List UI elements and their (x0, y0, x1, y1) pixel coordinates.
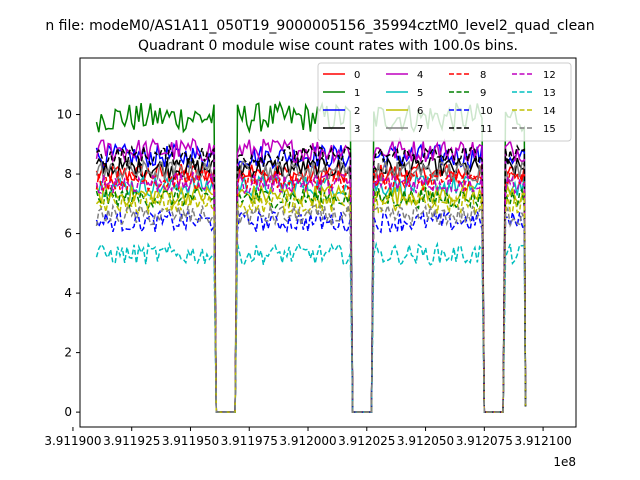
y-tick-label: 0 (64, 405, 72, 419)
y-tick-label: 8 (64, 167, 72, 181)
x-tick-label: 3.912000 (279, 434, 336, 448)
series-line-10 (95, 209, 527, 413)
x-tick-label: 3.911975 (221, 434, 278, 448)
y-tick-label: 4 (64, 286, 72, 300)
x-offset-label: 1e8 (553, 455, 576, 469)
series-line-12 (95, 170, 527, 413)
y-tick-label: 10 (57, 108, 72, 122)
legend-label-5: 5 (417, 88, 423, 99)
legend-label-7: 7 (417, 124, 423, 135)
axes-frame (79, 57, 577, 428)
x-tick-label: 3.911925 (103, 434, 160, 448)
legend-label-9: 9 (480, 88, 486, 99)
legend-label-8: 8 (480, 70, 486, 81)
legend-label-11: 11 (480, 124, 493, 135)
legend-label-12: 12 (543, 70, 556, 81)
legend-label-14: 14 (543, 106, 556, 117)
y-axis: 0 2 4 6 8 10 (57, 108, 80, 419)
series-line-6 (95, 182, 527, 413)
y-tick-label: 6 (64, 227, 72, 241)
legend-label-13: 13 (543, 88, 556, 99)
series-line-13 (95, 241, 527, 413)
x-tick-label: 3.912050 (397, 434, 454, 448)
figure-suptitle: n file: modeM0/AS1A11_050T19_9000005156_… (45, 18, 594, 34)
y-tick-label: 2 (64, 346, 72, 360)
legend-box (317, 62, 572, 142)
legend-label-3: 3 (354, 124, 360, 135)
x-tick-label: 3.911900 (44, 434, 101, 448)
legend-label-1: 1 (354, 88, 360, 99)
series-line-11 (95, 143, 527, 413)
legend-label-0: 0 (354, 70, 360, 81)
series-line-15 (95, 203, 527, 413)
series-line-7 (95, 158, 527, 413)
x-tick-label: 3.912025 (338, 434, 395, 448)
legend-label-4: 4 (417, 70, 423, 81)
x-tick-label: 3.911950 (162, 434, 219, 448)
legend-label-2: 2 (354, 106, 360, 117)
legend-label-10: 10 (480, 106, 493, 117)
chart-title: Quadrant 0 module wise count rates with … (138, 38, 518, 54)
x-tick-label: 3.912075 (456, 434, 513, 448)
plot-area (95, 100, 527, 413)
x-axis: 3.911900 3.911925 3.911950 3.911975 3.912000… (44, 427, 572, 448)
x-tick-label: 3.912100 (514, 434, 571, 448)
legend-label-6: 6 (417, 106, 423, 117)
legend-label-15: 15 (543, 124, 556, 135)
series-line-14 (95, 191, 527, 413)
